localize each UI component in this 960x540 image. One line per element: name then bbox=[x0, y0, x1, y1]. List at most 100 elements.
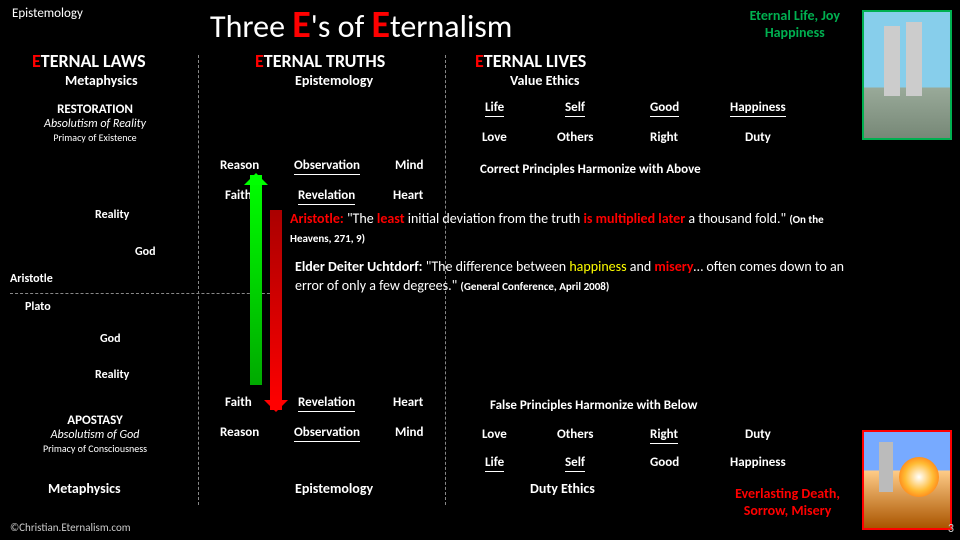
g-right-t: Right bbox=[650, 130, 678, 145]
restoration-block: RESTORATION Absolutism of Reality Primac… bbox=[20, 102, 170, 144]
page-title: Three E's of Eternalism bbox=[210, 2, 512, 48]
restoration-l1: RESTORATION bbox=[20, 102, 170, 117]
t-reason-bot: Reason bbox=[220, 425, 259, 440]
g-life-t: Life bbox=[485, 100, 504, 115]
q1-b: least bbox=[377, 210, 405, 227]
title-pre: Three bbox=[210, 7, 292, 46]
axis-reality-top: Reality bbox=[95, 208, 129, 222]
g-life-tu: Life bbox=[485, 100, 504, 117]
t-rev-top: Revelation bbox=[298, 188, 355, 203]
harmonize-bot: False Principles Harmonize with Below bbox=[490, 398, 697, 413]
col3-text: TERNAL LIVES bbox=[484, 50, 586, 72]
g-good-tu: Good bbox=[650, 100, 679, 117]
g-life-b: Life bbox=[485, 455, 504, 470]
page-number: 3 bbox=[948, 522, 954, 536]
q2-cite: (General Conference, April 2008) bbox=[460, 280, 609, 293]
apostasy-l2: Absolutism of God bbox=[20, 428, 170, 442]
axis-aristotle: Aristotle bbox=[10, 272, 53, 286]
g-love-b: Love bbox=[482, 427, 507, 442]
q2-c: and bbox=[627, 258, 655, 275]
harmonize-top: Correct Principles Harmonize with Above bbox=[480, 162, 701, 177]
col1-head: ETERNAL LAWS bbox=[32, 50, 146, 72]
t-mind-bot: Mind bbox=[395, 425, 424, 440]
image-bottom bbox=[862, 430, 952, 530]
arrow-green bbox=[250, 175, 262, 385]
axis-god-top: God bbox=[135, 245, 156, 259]
g-self-bu: Self bbox=[565, 455, 585, 472]
t-rev-top-u: Revelation bbox=[298, 188, 355, 205]
g-right-b: Right bbox=[650, 427, 678, 442]
t-rev-bot: Revelation bbox=[298, 395, 355, 410]
g-self-t: Self bbox=[565, 100, 585, 115]
g-hap-t: Happiness bbox=[730, 100, 786, 115]
g-others-t: Others bbox=[557, 130, 593, 145]
tag-top-l1: Eternal Life, Joy bbox=[750, 8, 840, 25]
t-heart-top: Heart bbox=[393, 188, 423, 203]
g-hap-tu: Happiness bbox=[730, 100, 786, 117]
apostasy-block: APOSTASY Absolutism of God Primacy of Co… bbox=[20, 413, 170, 455]
t-obs-top-u: Observation bbox=[294, 158, 360, 175]
vline-1 bbox=[198, 55, 199, 505]
arrow-red bbox=[270, 210, 282, 410]
quote-uchtdorf: Elder Deiter Uchtdorf: "The difference b… bbox=[295, 258, 845, 296]
image-top bbox=[862, 10, 952, 140]
col3-sub: Value Ethics bbox=[510, 72, 579, 89]
bottom-ethics: Duty Ethics bbox=[530, 480, 595, 497]
t-obs-top: Observation bbox=[294, 158, 360, 173]
t-obs-bot: Observation bbox=[294, 425, 360, 440]
col2-head: ETERNAL TRUTHS bbox=[255, 50, 385, 72]
q2-name: Elder Deiter Uchtdorf: bbox=[295, 258, 423, 275]
t-heart-bot: Heart bbox=[393, 395, 423, 410]
g-duty-b: Duty bbox=[745, 427, 771, 442]
title-e2: E bbox=[371, 2, 390, 48]
bottom-metaphysics: Metaphysics bbox=[48, 480, 121, 497]
axis-plato: Plato bbox=[25, 300, 51, 314]
t-rev-bot-u: Revelation bbox=[298, 395, 355, 412]
t-mind-top: Mind bbox=[395, 158, 424, 173]
g-love-t: Love bbox=[482, 130, 507, 145]
restoration-l3: Primacy of Existence bbox=[20, 131, 170, 144]
g-good-t: Good bbox=[650, 100, 679, 115]
g-hap-b: Happiness bbox=[730, 455, 786, 470]
q1-a: "The bbox=[344, 210, 377, 227]
q1-name: Aristotle: bbox=[290, 210, 344, 227]
axis-god-bot: God bbox=[100, 332, 121, 346]
title-mid: 's of bbox=[311, 7, 372, 46]
copyright: ©Christian.Eternalism.com bbox=[10, 521, 131, 534]
title-end: ternalism bbox=[390, 7, 512, 46]
tag-bot: Everlasting Death, Sorrow, Misery bbox=[735, 486, 840, 520]
g-self-b: Self bbox=[565, 455, 585, 470]
restoration-l2: Absolutism of Reality bbox=[20, 117, 170, 131]
g-good-b: Good bbox=[650, 455, 679, 470]
q2-a: "The difference between bbox=[423, 258, 570, 275]
g-self-tu: Self bbox=[565, 100, 585, 117]
g-duty-t: Duty bbox=[745, 130, 771, 145]
tag-bot-l2: Sorrow, Misery bbox=[735, 503, 840, 520]
q2-d: misery bbox=[654, 258, 693, 275]
q2-b: happiness bbox=[569, 258, 626, 275]
col3-head: ETERNAL LIVES bbox=[475, 50, 586, 72]
col2-sub: Epistemology bbox=[295, 72, 373, 89]
bottom-epistemology: Epistemology bbox=[295, 480, 373, 497]
tag-top: Eternal Life, Joy Happiness bbox=[750, 8, 840, 42]
q1-e: a thousand fold." bbox=[685, 210, 789, 227]
q1-c: initial deviation from the truth bbox=[405, 210, 584, 227]
g-right-bu: Right bbox=[650, 427, 678, 444]
corner-label: Epistemology bbox=[12, 6, 83, 21]
g-others-b: Others bbox=[557, 427, 593, 442]
col1-sub: Metaphysics bbox=[65, 72, 138, 89]
axis-reality-bot: Reality bbox=[95, 368, 129, 382]
t-faith-top: Faith bbox=[225, 188, 252, 203]
q1-d: is multiplied later bbox=[583, 210, 685, 227]
quote-aristotle: Aristotle: "The least initial deviation … bbox=[290, 210, 845, 248]
col1-text: TERNAL LAWS bbox=[41, 50, 146, 72]
apostasy-l3: Primacy of Consciousness bbox=[20, 442, 170, 455]
t-obs-bot-u: Observation bbox=[294, 425, 360, 442]
g-life-bu: Life bbox=[485, 455, 504, 472]
col2-text: TERNAL TRUTHS bbox=[264, 50, 385, 72]
t-faith-bot: Faith bbox=[225, 395, 252, 410]
tag-bot-l1: Everlasting Death, bbox=[735, 486, 840, 503]
title-e1: E bbox=[292, 2, 311, 48]
hline-center bbox=[10, 293, 280, 294]
tag-top-l2: Happiness bbox=[750, 25, 840, 42]
